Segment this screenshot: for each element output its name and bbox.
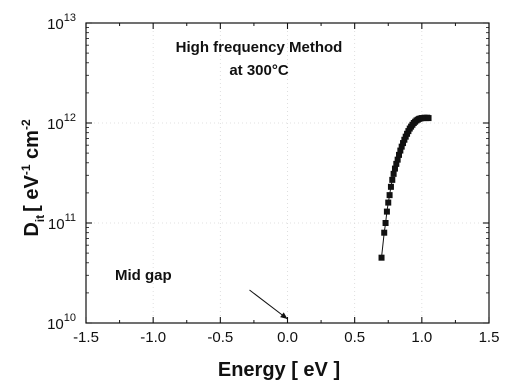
tick-layer — [85, 22, 490, 324]
y-axis-title-mid: cm — [21, 130, 43, 164]
data-point — [391, 165, 398, 172]
y-axis-title-d-subscript: it — [33, 215, 47, 222]
x-tick-label: -1.0 — [140, 329, 166, 346]
data-point — [390, 170, 397, 177]
data-point — [386, 192, 393, 199]
x-tick-label: -0.5 — [207, 329, 233, 346]
data-point — [378, 254, 385, 261]
midgap-arrowhead — [280, 312, 288, 319]
y-tick-label: 1013 — [47, 12, 76, 33]
x-tick-label: -1.5 — [73, 329, 99, 346]
midgap-annotation: Mid gap — [115, 267, 172, 284]
y-axis-title-d: D — [21, 222, 43, 236]
y-axis-title-sup2: -2 — [19, 119, 33, 130]
x-tick-label: 1.5 — [479, 329, 500, 346]
y-tick-label: 1012 — [47, 112, 76, 133]
method-annotation-line1: High frequency Method — [176, 39, 343, 56]
data-point — [425, 115, 432, 122]
data-point — [394, 156, 401, 163]
y-tick-label: 1010 — [47, 312, 76, 333]
data-point — [389, 176, 396, 183]
y-tick-label: 1011 — [48, 212, 76, 233]
x-tick-label: 0.5 — [344, 329, 365, 346]
x-tick-labels: -1.5 -1.0 -0.5 0.0 0.5 1.0 1.5 — [73, 329, 499, 346]
data-point — [397, 147, 404, 154]
data-points — [378, 114, 432, 261]
data-point — [381, 229, 388, 236]
data-point — [385, 199, 392, 206]
y-axis-title: Dit [ eV-1 cm-2 — [19, 119, 47, 237]
data-point — [393, 160, 400, 167]
data-point — [400, 140, 407, 147]
y-tick-labels: 1010 1011 1012 1013 — [47, 12, 76, 333]
y-axis-title-sup1: -1 — [19, 164, 33, 175]
data-point — [382, 220, 389, 226]
data-point — [401, 136, 408, 143]
data-point — [398, 143, 405, 150]
x-axis-title: Energy [ eV ] — [218, 359, 340, 381]
data-point — [395, 151, 402, 158]
data-point — [387, 183, 394, 190]
y-axis-title-open: [ eV — [21, 175, 43, 212]
midgap-arrow-line — [249, 289, 288, 320]
x-tick-label: 0.0 — [277, 329, 298, 346]
data-point — [383, 208, 390, 215]
x-tick-label: 1.0 — [411, 329, 432, 346]
method-annotation-line2: at 300°C — [229, 62, 289, 79]
